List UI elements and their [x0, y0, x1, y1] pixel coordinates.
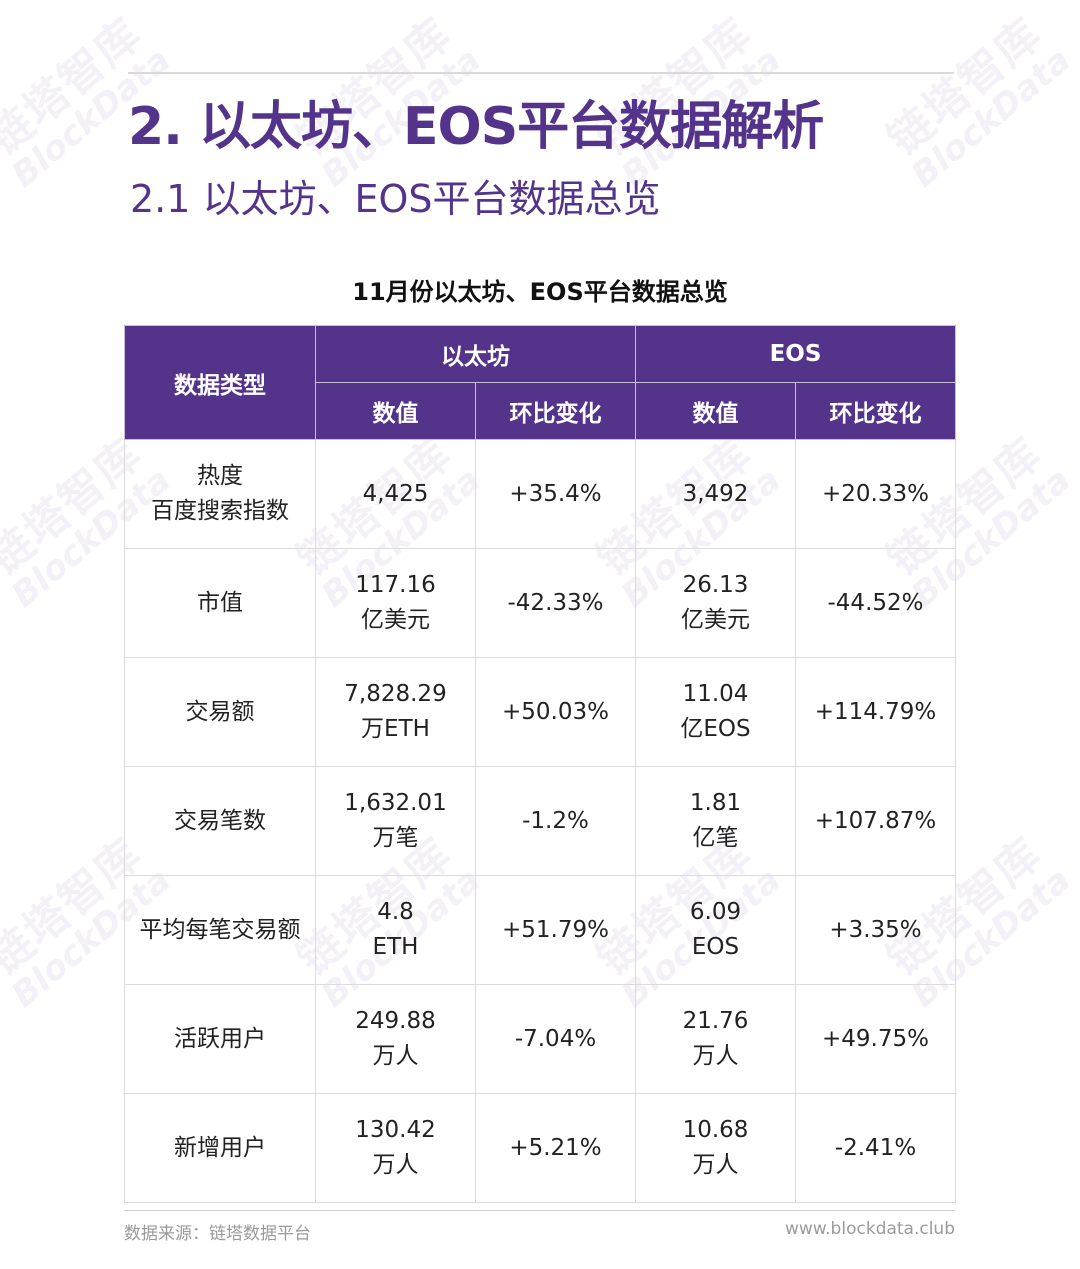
cell-eos-value: 11.04 亿EOS	[635, 657, 796, 767]
header-eos-value: 数值	[635, 382, 796, 440]
cell-eos-value: 26.13 亿美元	[635, 548, 796, 658]
cell-eth-value: 4.8 ETH	[315, 875, 476, 985]
cell-eos-value-line: 亿美元	[681, 607, 750, 633]
cell-eos-value-line: EOS	[691, 934, 740, 960]
cell-eth-value-line: 亿美元	[361, 607, 430, 633]
cell-eos-value-line: 亿EOS	[680, 716, 751, 742]
cell-eth-value-line: 万笔	[372, 825, 419, 851]
cell-eos-value-line: 21.76	[682, 1008, 749, 1034]
cell-eos-change: +49.75%	[795, 984, 956, 1094]
cell-eth-change: +50.03%	[475, 657, 636, 767]
cell-data-type-line: 平均每笔交易额	[139, 916, 301, 943]
header-eos: EOS	[635, 325, 956, 383]
top-divider	[128, 72, 954, 74]
cell-eos-value: 1.81 亿笔	[635, 766, 796, 876]
cell-data-type-line: 交易笔数	[174, 807, 266, 834]
data-table: 数据类型 以太坊 EOS 数值 环比变化 数值 环比变化 热度百度搜索指数 4,4…	[124, 325, 956, 1203]
cell-eos-change: +3.35%	[795, 875, 956, 985]
table-row: 新增用户 130.42 万人 +5.21% 10.68 万人 -2.41%	[124, 1093, 956, 1203]
cell-eth-change: -7.04%	[475, 984, 636, 1094]
cell-eth-value: 1,632.01 万笔	[315, 766, 476, 876]
cell-data-type: 交易笔数	[124, 766, 316, 876]
cell-eth-change: -42.33%	[475, 548, 636, 658]
cell-eth-value: 4,425	[315, 439, 476, 549]
cell-eth-value: 117.16 亿美元	[315, 548, 476, 658]
cell-eth-value: 249.88 万人	[315, 984, 476, 1094]
cell-eos-value-line: 3,492	[682, 480, 749, 507]
watermark-en: BlockData	[904, 40, 1079, 196]
cell-eth-value-line: 130.42	[355, 1117, 436, 1143]
header-eos-change: 环比变化	[795, 382, 956, 440]
cell-eos-change: +20.33%	[795, 439, 956, 549]
cell-eth-value-line: 117.16	[355, 572, 436, 598]
cell-eos-value: 6.09 EOS	[635, 875, 796, 985]
cell-eos-value-line: 11.04	[682, 681, 749, 707]
table-row: 市值 117.16 亿美元 -42.33% 26.13 亿美元 -44.52%	[124, 548, 956, 658]
cell-data-type: 交易额	[124, 657, 316, 767]
cell-eos-change: +107.87%	[795, 766, 956, 876]
header-eth-value: 数值	[315, 382, 476, 440]
table-row: 平均每笔交易额 4.8 ETH +51.79% 6.09 EOS +3.35%	[124, 875, 956, 985]
watermark-cn: 链塔智库	[878, 8, 1053, 166]
cell-eth-change: +51.79%	[475, 875, 636, 985]
cell-eth-value-line: ETH	[372, 934, 419, 960]
page-title: 2. 以太坊、EOS平台数据解析	[128, 97, 824, 157]
table-title: 11月份以太坊、EOS平台数据总览	[352, 278, 728, 306]
cell-eos-value: 3,492	[635, 439, 796, 549]
cell-eos-value-line: 万人	[692, 1152, 739, 1178]
footer-divider	[124, 1210, 955, 1211]
cell-data-type: 平均每笔交易额	[124, 875, 316, 985]
cell-eth-value: 130.42 万人	[315, 1093, 476, 1203]
cell-eth-value-line: 万ETH	[361, 716, 430, 742]
cell-eos-value-line: 亿笔	[692, 825, 739, 851]
cell-data-type-line: 热度	[197, 463, 243, 489]
cell-data-type-line: 交易额	[185, 698, 255, 725]
table-row: 交易额 7,828.29 万ETH +50.03% 11.04 亿EOS +114.79%	[124, 657, 956, 767]
cell-eth-value-line: 7,828.29	[344, 681, 447, 707]
cell-data-type: 活跃用户	[124, 984, 316, 1094]
cell-eos-value: 10.68 万人	[635, 1093, 796, 1203]
header-eth: 以太坊	[315, 325, 636, 383]
cell-eos-value-line: 1.81	[689, 790, 742, 816]
section-subtitle: 2.1 以太坊、EOS平台数据总览	[130, 177, 661, 221]
cell-eos-value-line: 10.68	[682, 1117, 749, 1143]
cell-eth-change: -1.2%	[475, 766, 636, 876]
cell-eos-change: +114.79%	[795, 657, 956, 767]
cell-eth-value-line: 万人	[372, 1152, 419, 1178]
header-data-type: 数据类型	[124, 325, 316, 440]
cell-data-type-line: 市值	[197, 589, 243, 616]
cell-eos-change: -44.52%	[795, 548, 956, 658]
cell-data-type-line: 百度搜索指数	[151, 498, 289, 524]
website-url: www.blockdata.club	[785, 1219, 955, 1239]
table-row: 活跃用户 249.88 万人 -7.04% 21.76 万人 +49.75%	[124, 984, 956, 1094]
cell-eth-change: +5.21%	[475, 1093, 636, 1203]
cell-eth-change: +35.4%	[475, 439, 636, 549]
watermark: 链塔智库 BlockData	[876, 7, 1079, 196]
cell-eos-value-line: 26.13	[682, 572, 749, 598]
cell-eth-value-line: 249.88	[355, 1008, 436, 1034]
header-eth-change: 环比变化	[475, 382, 636, 440]
cell-eth-value-line: 4.8	[377, 899, 414, 925]
data-source: 数据来源：链塔数据平台	[124, 1224, 311, 1244]
table-header: 数据类型 以太坊 EOS 数值 环比变化 数值 环比变化	[124, 325, 956, 440]
cell-eos-value-line: 万人	[692, 1043, 739, 1069]
table-row: 热度百度搜索指数 4,425 +35.4% 3,492 +20.33%	[124, 439, 956, 549]
cell-data-type-line: 新增用户	[174, 1134, 266, 1161]
cell-eth-value: 7,828.29 万ETH	[315, 657, 476, 767]
cell-data-type: 市值	[124, 548, 316, 658]
cell-data-type: 新增用户	[124, 1093, 316, 1203]
cell-eos-change: -2.41%	[795, 1093, 956, 1203]
cell-eos-value: 21.76 万人	[635, 984, 796, 1094]
table-row: 交易笔数 1,632.01 万笔 -1.2% 1.81 亿笔 +107.87%	[124, 766, 956, 876]
cell-eth-value-line: 1,632.01	[344, 790, 447, 816]
cell-eth-value-line: 万人	[372, 1043, 419, 1069]
cell-data-type-line: 活跃用户	[174, 1025, 266, 1052]
cell-data-type: 热度 百度搜索指数	[124, 439, 316, 549]
cell-eth-value-line: 4,425	[362, 480, 429, 507]
table-body: 热度百度搜索指数 4,425 +35.4% 3,492 +20.33% 市值 117.16 亿…	[124, 439, 956, 1203]
cell-eos-value-line: 6.09	[689, 899, 742, 925]
